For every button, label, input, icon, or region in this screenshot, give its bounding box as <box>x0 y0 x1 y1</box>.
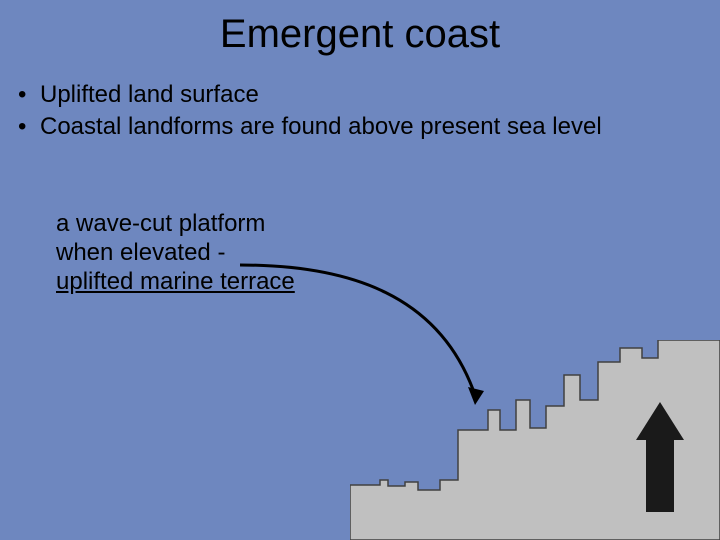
coast-diagram <box>350 340 720 540</box>
caption-text: a wave-cut platform when elevated - upli… <box>56 210 316 296</box>
caption-line: a wave-cut platform when elevated - <box>56 210 265 266</box>
slide-title: Emergent coast <box>0 12 720 57</box>
bullet-item: Coastal landforms are found above presen… <box>18 112 602 142</box>
bullet-list: Uplifted land surface Coastal landforms … <box>18 80 602 144</box>
bullet-item: Uplifted land surface <box>18 80 602 110</box>
caption-underlined: uplifted marine terrace <box>56 268 295 295</box>
slide: Emergent coast Uplifted land surface Coa… <box>0 0 720 540</box>
